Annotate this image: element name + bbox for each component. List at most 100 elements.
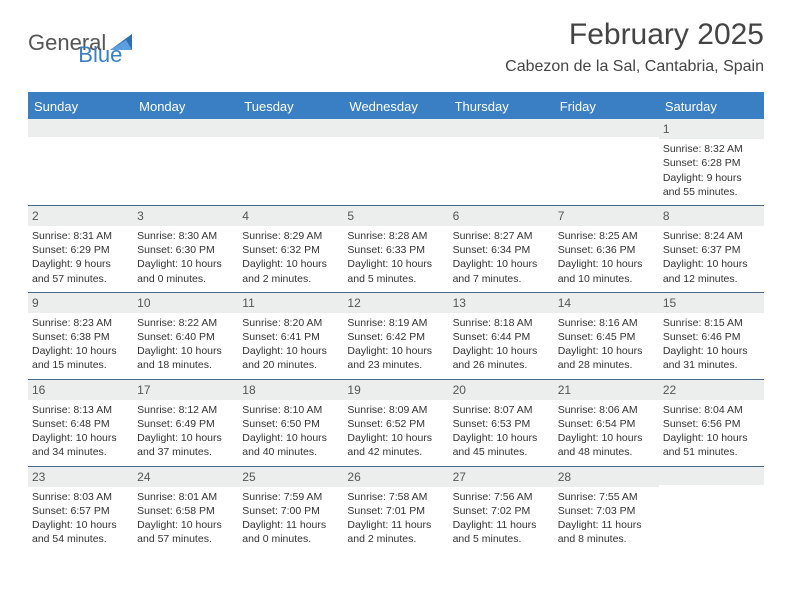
week-row: 16Sunrise: 8:13 AMSunset: 6:48 PMDayligh… <box>28 380 764 467</box>
weekday-header: Sunday <box>28 94 133 119</box>
day-number <box>554 119 659 137</box>
location-text: Cabezon de la Sal, Cantabria, Spain <box>505 58 764 76</box>
day-cell: 14Sunrise: 8:16 AMSunset: 6:45 PMDayligh… <box>554 293 659 379</box>
weekday-header: Friday <box>554 94 659 119</box>
daylight-text: Daylight: 11 hours <box>453 518 550 532</box>
day-number <box>133 119 238 137</box>
daylight-text: Daylight: 10 hours <box>347 257 444 271</box>
daylight-text: Daylight: 10 hours <box>137 431 234 445</box>
daylight-text: Daylight: 10 hours <box>663 431 760 445</box>
weekday-header: Tuesday <box>238 94 343 119</box>
daylight-text: and 51 minutes. <box>663 445 760 459</box>
sunrise-text: Sunrise: 8:25 AM <box>558 229 655 243</box>
day-number: 20 <box>449 380 554 400</box>
day-cell <box>238 119 343 205</box>
day-number <box>28 119 133 137</box>
day-cell: 6Sunrise: 8:27 AMSunset: 6:34 PMDaylight… <box>449 206 554 292</box>
day-number: 10 <box>133 293 238 313</box>
daylight-text: and 34 minutes. <box>32 445 129 459</box>
day-number <box>449 119 554 137</box>
daylight-text: and 2 minutes. <box>242 272 339 286</box>
logo-text-blue: Blue <box>78 42 122 68</box>
daylight-text: Daylight: 10 hours <box>32 431 129 445</box>
sunset-text: Sunset: 6:56 PM <box>663 417 760 431</box>
day-cell: 20Sunrise: 8:07 AMSunset: 6:53 PMDayligh… <box>449 380 554 466</box>
day-number: 3 <box>133 206 238 226</box>
day-number <box>343 119 448 137</box>
sunset-text: Sunset: 6:36 PM <box>558 243 655 257</box>
sunset-text: Sunset: 6:45 PM <box>558 330 655 344</box>
day-cell: 11Sunrise: 8:20 AMSunset: 6:41 PMDayligh… <box>238 293 343 379</box>
day-cell: 19Sunrise: 8:09 AMSunset: 6:52 PMDayligh… <box>343 380 448 466</box>
sunrise-text: Sunrise: 8:13 AM <box>32 403 129 417</box>
day-cell <box>28 119 133 205</box>
daylight-text: and 26 minutes. <box>453 358 550 372</box>
daylight-text: and 0 minutes. <box>137 272 234 286</box>
title-block: February 2025 Cabezon de la Sal, Cantabr… <box>505 18 764 76</box>
sunrise-text: Sunrise: 8:18 AM <box>453 316 550 330</box>
week-row: 2Sunrise: 8:31 AMSunset: 6:29 PMDaylight… <box>28 206 764 293</box>
day-cell: 23Sunrise: 8:03 AMSunset: 6:57 PMDayligh… <box>28 467 133 553</box>
day-cell <box>343 119 448 205</box>
daylight-text: Daylight: 10 hours <box>347 431 444 445</box>
day-number: 17 <box>133 380 238 400</box>
daylight-text: and 55 minutes. <box>663 185 760 199</box>
daylight-text: and 10 minutes. <box>558 272 655 286</box>
day-cell: 28Sunrise: 7:55 AMSunset: 7:03 PMDayligh… <box>554 467 659 553</box>
day-number: 8 <box>659 206 764 226</box>
sunset-text: Sunset: 6:57 PM <box>32 504 129 518</box>
daylight-text: Daylight: 10 hours <box>558 257 655 271</box>
sunset-text: Sunset: 6:44 PM <box>453 330 550 344</box>
daylight-text: and 54 minutes. <box>32 532 129 546</box>
sunrise-text: Sunrise: 8:03 AM <box>32 490 129 504</box>
sunrise-text: Sunrise: 8:12 AM <box>137 403 234 417</box>
day-cell: 18Sunrise: 8:10 AMSunset: 6:50 PMDayligh… <box>238 380 343 466</box>
sunset-text: Sunset: 6:38 PM <box>32 330 129 344</box>
sunrise-text: Sunrise: 8:16 AM <box>558 316 655 330</box>
daylight-text: Daylight: 9 hours <box>663 171 760 185</box>
daylight-text: Daylight: 10 hours <box>453 431 550 445</box>
week-row: 1Sunrise: 8:32 AMSunset: 6:28 PMDaylight… <box>28 119 764 206</box>
daylight-text: and 12 minutes. <box>663 272 760 286</box>
day-number: 9 <box>28 293 133 313</box>
day-cell: 1Sunrise: 8:32 AMSunset: 6:28 PMDaylight… <box>659 119 764 205</box>
page-header: General Blue February 2025 Cabezon de la… <box>0 0 792 84</box>
day-cell: 12Sunrise: 8:19 AMSunset: 6:42 PMDayligh… <box>343 293 448 379</box>
daylight-text: and 48 minutes. <box>558 445 655 459</box>
day-cell: 21Sunrise: 8:06 AMSunset: 6:54 PMDayligh… <box>554 380 659 466</box>
sunset-text: Sunset: 6:40 PM <box>137 330 234 344</box>
daylight-text: Daylight: 10 hours <box>242 257 339 271</box>
day-cell: 9Sunrise: 8:23 AMSunset: 6:38 PMDaylight… <box>28 293 133 379</box>
day-cell: 10Sunrise: 8:22 AMSunset: 6:40 PMDayligh… <box>133 293 238 379</box>
daylight-text: Daylight: 10 hours <box>32 518 129 532</box>
sunset-text: Sunset: 6:48 PM <box>32 417 129 431</box>
day-cell: 27Sunrise: 7:56 AMSunset: 7:02 PMDayligh… <box>449 467 554 553</box>
day-cell <box>659 467 764 553</box>
daylight-text: and 0 minutes. <box>242 532 339 546</box>
day-number: 21 <box>554 380 659 400</box>
day-cell: 25Sunrise: 7:59 AMSunset: 7:00 PMDayligh… <box>238 467 343 553</box>
daylight-text: and 28 minutes. <box>558 358 655 372</box>
sunrise-text: Sunrise: 7:55 AM <box>558 490 655 504</box>
sunset-text: Sunset: 6:53 PM <box>453 417 550 431</box>
sunrise-text: Sunrise: 8:27 AM <box>453 229 550 243</box>
daylight-text: and 37 minutes. <box>137 445 234 459</box>
day-number: 14 <box>554 293 659 313</box>
sunset-text: Sunset: 6:54 PM <box>558 417 655 431</box>
day-cell: 24Sunrise: 8:01 AMSunset: 6:58 PMDayligh… <box>133 467 238 553</box>
daylight-text: Daylight: 10 hours <box>453 344 550 358</box>
weeks-container: 1Sunrise: 8:32 AMSunset: 6:28 PMDaylight… <box>28 119 764 552</box>
day-number: 22 <box>659 380 764 400</box>
daylight-text: and 42 minutes. <box>347 445 444 459</box>
weekday-header: Saturday <box>659 94 764 119</box>
daylight-text: Daylight: 10 hours <box>558 431 655 445</box>
day-cell: 4Sunrise: 8:29 AMSunset: 6:32 PMDaylight… <box>238 206 343 292</box>
sunrise-text: Sunrise: 8:15 AM <box>663 316 760 330</box>
sunrise-text: Sunrise: 8:29 AM <box>242 229 339 243</box>
daylight-text: Daylight: 10 hours <box>347 344 444 358</box>
day-cell: 22Sunrise: 8:04 AMSunset: 6:56 PMDayligh… <box>659 380 764 466</box>
day-cell: 17Sunrise: 8:12 AMSunset: 6:49 PMDayligh… <box>133 380 238 466</box>
sunset-text: Sunset: 6:29 PM <box>32 243 129 257</box>
sunrise-text: Sunrise: 7:56 AM <box>453 490 550 504</box>
daylight-text: and 5 minutes. <box>453 532 550 546</box>
